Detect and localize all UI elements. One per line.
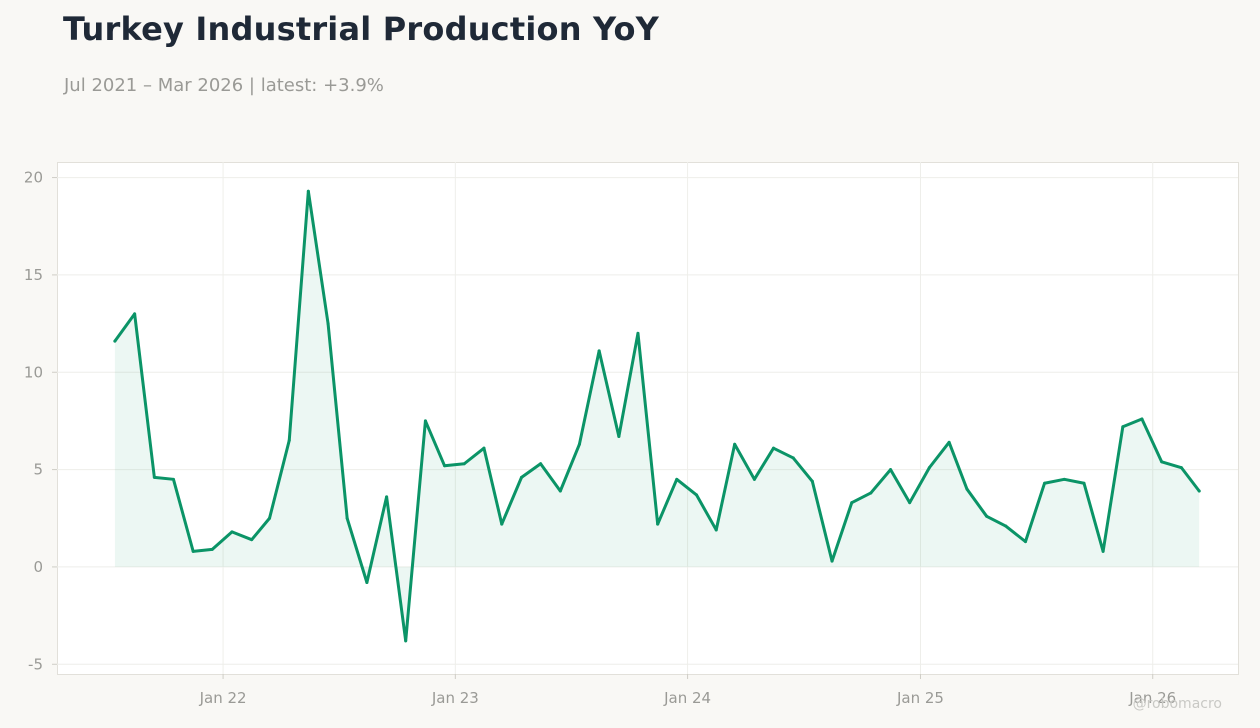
x-axis-ticks: Jan 22 Jan 23 Jan 24 Jan 25 Jan 26	[199, 674, 1176, 707]
data-point	[1160, 460, 1164, 464]
chart-title: Turkey Industrial Production YoY	[63, 10, 660, 48]
data-point	[1179, 466, 1183, 470]
data-point	[133, 312, 137, 316]
data-point	[791, 456, 795, 460]
data-point	[1004, 524, 1008, 528]
data-point	[810, 479, 814, 483]
data-point	[869, 491, 873, 495]
x-tick-label: Jan 24	[663, 689, 711, 707]
data-point	[752, 477, 756, 481]
data-point	[191, 549, 195, 553]
data-point	[539, 462, 543, 466]
data-point	[230, 530, 234, 534]
data-point	[500, 522, 504, 526]
data-point	[250, 538, 254, 542]
data-point	[268, 516, 272, 520]
data-point	[1082, 481, 1086, 485]
data-point	[597, 349, 601, 353]
data-point	[947, 440, 951, 444]
data-point	[1140, 417, 1144, 421]
data-point	[695, 493, 698, 497]
data-point	[520, 475, 524, 479]
data-point	[1121, 425, 1125, 429]
data-point	[733, 442, 737, 446]
data-point	[577, 442, 581, 446]
data-point	[423, 419, 427, 423]
data-point	[365, 581, 369, 584]
y-tick-label: 0	[33, 558, 43, 576]
x-tick-label: Jan 22	[199, 689, 247, 707]
data-point	[443, 464, 447, 468]
y-tick-label: 5	[33, 461, 43, 479]
data-point	[656, 522, 660, 526]
data-point	[1023, 540, 1027, 544]
data-point	[965, 487, 969, 491]
grid-layer	[57, 162, 1238, 674]
data-point	[675, 477, 679, 481]
y-tick-label: 10	[24, 363, 43, 381]
watermark: @robomacro	[1132, 696, 1222, 712]
data-point	[830, 559, 834, 563]
data-point	[889, 468, 893, 472]
data-point	[850, 501, 854, 505]
y-tick-label: 15	[24, 266, 43, 284]
y-tick-label: 20	[24, 169, 43, 187]
series-area-fill	[114, 191, 1200, 641]
data-point	[636, 331, 640, 335]
data-point	[1197, 489, 1201, 493]
data-point	[927, 466, 931, 470]
data-point	[404, 639, 408, 643]
data-point	[1101, 549, 1105, 553]
data-point	[558, 489, 562, 493]
data-point	[345, 516, 349, 520]
data-point	[985, 514, 989, 518]
data-point	[171, 477, 175, 481]
x-tick-label: Jan 25	[896, 689, 944, 707]
x-tick-label: Jan 26	[1128, 689, 1176, 707]
data-point	[1043, 481, 1047, 485]
data-point	[113, 339, 117, 343]
point-layer	[113, 189, 1201, 643]
data-point	[210, 547, 214, 551]
area-layer	[114, 191, 1200, 641]
data-point	[482, 446, 486, 450]
x-tick-label: Jan 23	[431, 689, 479, 707]
y-axis-ticks: -5 0 5 10 15 20	[24, 169, 57, 673]
data-point	[617, 434, 621, 438]
data-point	[385, 495, 389, 499]
y-tick-label: -5	[28, 655, 43, 673]
data-point	[714, 528, 718, 532]
data-point	[152, 475, 156, 479]
data-point	[462, 462, 466, 466]
data-point	[1062, 477, 1066, 481]
data-point	[326, 322, 330, 326]
data-point	[287, 438, 291, 442]
data-point	[306, 189, 310, 193]
data-point	[908, 501, 912, 505]
data-point	[771, 446, 775, 450]
chart-subtitle: Jul 2021 – Mar 2026 | latest: +3.9%	[64, 75, 384, 96]
